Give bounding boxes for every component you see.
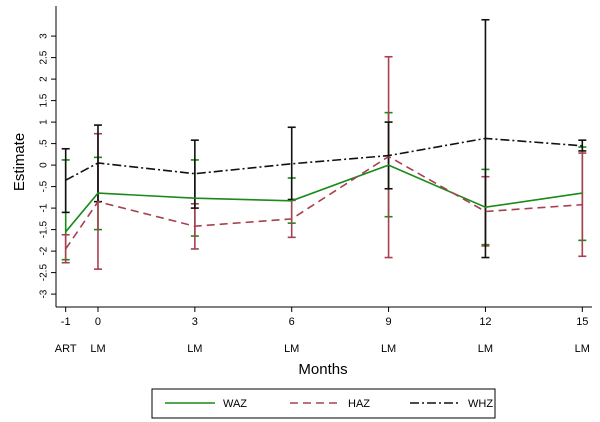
x-tick-label: -1: [61, 316, 71, 328]
x-tick-sublabel: ART: [55, 343, 77, 355]
x-tick-sublabel: LM: [284, 343, 299, 355]
plot-area: [61, 18, 587, 270]
x-tick-label: 0: [95, 316, 101, 328]
y-tick-label: -1.5: [39, 221, 50, 239]
errorbars-waz: [61, 111, 587, 261]
y-tick-label: 1.5: [39, 93, 50, 107]
x-axis-title: Months: [298, 361, 347, 378]
y-tick-label: 2.5: [39, 50, 50, 64]
series-line-waz: [65, 164, 583, 233]
y-tick-label: 2: [39, 76, 50, 82]
y-tick-label: -.5: [39, 180, 50, 192]
y-tick-label: 3: [39, 33, 50, 39]
legend-label-haz: HAZ: [348, 398, 370, 410]
y-tick-label: -1: [39, 203, 50, 212]
errorbars-whz: [61, 18, 587, 259]
x-tick-label: 6: [289, 316, 295, 328]
y-axis-title: Estimate: [11, 133, 28, 191]
legend: WAZ HAZ WHZ: [151, 388, 496, 419]
x-tick-label: 3: [192, 316, 198, 328]
errorbars-haz: [61, 55, 587, 270]
x-tick-label: 12: [479, 316, 491, 328]
y-tick-label: .5: [39, 139, 50, 148]
x-ticks: -1 ART 0 LM 3 LM 6 LM 9 LM 12 LM 15 LM: [55, 307, 590, 355]
x-tick-sublabel: LM: [478, 343, 493, 355]
legend-label-whz: WHZ: [468, 398, 493, 410]
x-tick-sublabel: LM: [187, 343, 202, 355]
x-tick-sublabel: LM: [90, 343, 105, 355]
y-ticks: -3 -2.5 -2 -1.5 -1 -.5 0 .5 1 1.5 2 2.5 3: [39, 33, 56, 299]
x-tick-label: 15: [576, 316, 588, 328]
y-tick-label: -2: [39, 246, 50, 255]
y-tick-label: 0: [39, 162, 50, 168]
x-tick-sublabel: LM: [575, 343, 590, 355]
axes: -3 -2.5 -2 -1.5 -1 -.5 0 .5 1 1.5 2 2.5 3 -1 ART 0 LM 3 L…: [39, 6, 592, 355]
y-tick-label: -2.5: [39, 264, 50, 282]
y-tick-label: 1: [39, 119, 50, 125]
x-tick-sublabel: LM: [381, 343, 396, 355]
series-line-haz: [65, 155, 583, 250]
series-line-whz: [65, 137, 583, 181]
y-tick-label: -3: [39, 289, 50, 298]
legend-label-waz: WAZ: [223, 398, 247, 410]
x-tick-label: 9: [386, 316, 392, 328]
